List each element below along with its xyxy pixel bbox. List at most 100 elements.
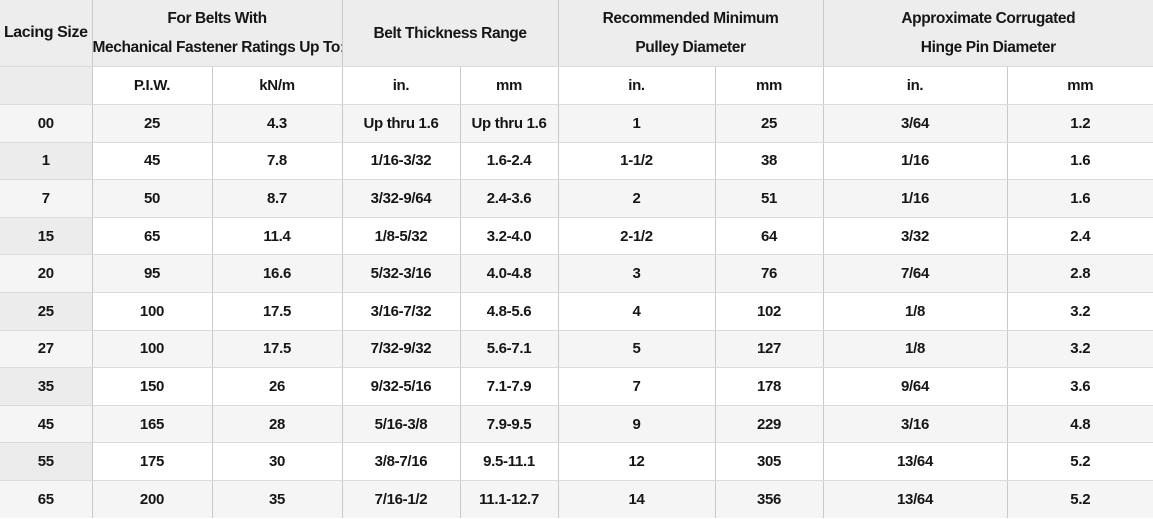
pulley-in-cell: 2-1/2 (558, 217, 716, 256)
lacing-size-cell: 15 (0, 217, 93, 256)
thickness-in-cell: 5/32-3/16 (342, 254, 461, 293)
hinge-mm-cell: 1.6 (1007, 179, 1153, 218)
group-header-line: Approximate Corrugated (901, 10, 1076, 27)
lacing-size-cell: 1 (0, 142, 93, 181)
lacing-size-cell: 45 (0, 405, 93, 444)
knm-cell: 17.5 (212, 292, 343, 331)
empty-subheader-cell (0, 66, 93, 105)
table-row: 25 100 17.5 3/16-7/32 4.8-5.6 4 102 1/8 … (0, 292, 1153, 331)
table-row: 27 100 17.5 7/32-9/32 5.6-7.1 5 127 1/8 … (0, 330, 1153, 369)
thickness-mm-cell: 4.0-4.8 (460, 254, 559, 293)
header-group-row: Lacing Size For Belts With Mechanical Fa… (0, 0, 1153, 67)
piw-cell: 150 (92, 367, 213, 406)
group-header-line: Recommended Minimum (602, 10, 779, 27)
table-body: 00 25 4.3 Up thru 1.6 Up thru 1.6 1 25 3… (0, 104, 1153, 519)
piw-cell: 200 (92, 480, 213, 519)
lacing-size-label: Lacing Size (3, 24, 88, 41)
header-units-row: P.I.W. kN/m in. mm in. mm in. mm (0, 66, 1153, 105)
pulley-in-cell: 1-1/2 (558, 142, 716, 181)
knm-cell: 26 (212, 367, 343, 406)
table-row: 15 65 11.4 1/8-5/32 3.2-4.0 2-1/2 64 3/3… (0, 217, 1153, 256)
thickness-mm-cell: 5.6-7.1 (460, 330, 559, 369)
thickness-in-cell: 1/16-3/32 (342, 142, 461, 181)
lacing-size-cell: 55 (0, 442, 93, 481)
thickness-in-cell: 7/16-1/2 (342, 480, 461, 519)
pulley-mm-cell: 178 (715, 367, 824, 406)
hinge-in-cell: 3/16 (823, 405, 1008, 444)
knm-cell: 8.7 (212, 179, 343, 218)
group-header-fastener-rating: For Belts With Mechanical Fastener Ratin… (92, 0, 343, 67)
unit-header-hinge-in: in. (823, 66, 1008, 105)
piw-cell: 175 (92, 442, 213, 481)
thickness-in-cell: 7/32-9/32 (342, 330, 461, 369)
thickness-in-cell: 3/8-7/16 (342, 442, 461, 481)
knm-cell: 11.4 (212, 217, 343, 256)
knm-cell: 17.5 (212, 330, 343, 369)
thickness-in-cell: 3/16-7/32 (342, 292, 461, 331)
hinge-in-cell: 13/64 (823, 480, 1008, 519)
hinge-in-cell: 9/64 (823, 367, 1008, 406)
table-row: 65 200 35 7/16-1/2 11.1-12.7 14 356 13/6… (0, 480, 1153, 519)
pulley-mm-cell: 356 (715, 480, 824, 519)
table-row: 20 95 16.6 5/32-3/16 4.0-4.8 3 76 7/64 2… (0, 254, 1153, 293)
pulley-in-cell: 5 (558, 330, 716, 369)
lacing-size-cell: 65 (0, 480, 93, 519)
lacing-size-cell: 00 (0, 104, 93, 143)
pulley-mm-cell: 38 (715, 142, 824, 181)
pulley-mm-cell: 76 (715, 254, 824, 293)
pulley-in-cell: 9 (558, 405, 716, 444)
thickness-mm-cell: Up thru 1.6 (460, 104, 559, 143)
pulley-in-cell: 3 (558, 254, 716, 293)
piw-cell: 100 (92, 292, 213, 331)
table-row: 00 25 4.3 Up thru 1.6 Up thru 1.6 1 25 3… (0, 104, 1153, 143)
thickness-mm-cell: 7.1-7.9 (460, 367, 559, 406)
table-row: 55 175 30 3/8-7/16 9.5-11.1 12 305 13/64… (0, 442, 1153, 481)
piw-cell: 65 (92, 217, 213, 256)
hinge-in-cell: 3/32 (823, 217, 1008, 256)
unit-header-pulley-in: in. (558, 66, 716, 105)
piw-cell: 100 (92, 330, 213, 369)
knm-cell: 28 (212, 405, 343, 444)
thickness-mm-cell: 7.9-9.5 (460, 405, 559, 444)
pulley-in-cell: 7 (558, 367, 716, 406)
thickness-in-cell: 9/32-5/16 (342, 367, 461, 406)
hinge-in-cell: 13/64 (823, 442, 1008, 481)
hinge-mm-cell: 3.2 (1007, 292, 1153, 331)
thickness-in-cell: 1/8-5/32 (342, 217, 461, 256)
piw-cell: 50 (92, 179, 213, 218)
hinge-mm-cell: 2.4 (1007, 217, 1153, 256)
hinge-mm-cell: 4.8 (1007, 405, 1153, 444)
lacing-size-cell: 35 (0, 367, 93, 406)
hinge-mm-cell: 1.6 (1007, 142, 1153, 181)
hinge-in-cell: 7/64 (823, 254, 1008, 293)
hinge-mm-cell: 2.8 (1007, 254, 1153, 293)
thickness-mm-cell: 3.2-4.0 (460, 217, 559, 256)
unit-header-thickness-mm: mm (460, 66, 559, 105)
thickness-mm-cell: 9.5-11.1 (460, 442, 559, 481)
group-header-belt-thickness: Belt Thickness Range (342, 0, 559, 67)
lacing-size-cell: 7 (0, 179, 93, 218)
piw-cell: 165 (92, 405, 213, 444)
knm-cell: 4.3 (212, 104, 343, 143)
thickness-mm-cell: 4.8-5.6 (460, 292, 559, 331)
unit-header-piw: P.I.W. (92, 66, 213, 105)
hinge-mm-cell: 3.2 (1007, 330, 1153, 369)
knm-cell: 7.8 (212, 142, 343, 181)
knm-cell: 30 (212, 442, 343, 481)
lacing-size-cell: 20 (0, 254, 93, 293)
group-header-line: Belt Thickness Range (373, 24, 527, 42)
pulley-in-cell: 1 (558, 104, 716, 143)
pulley-mm-cell: 64 (715, 217, 824, 256)
hinge-mm-cell: 5.2 (1007, 442, 1153, 481)
pulley-mm-cell: 102 (715, 292, 824, 331)
thickness-mm-cell: 11.1-12.7 (460, 480, 559, 519)
thickness-in-cell: Up thru 1.6 (342, 104, 461, 143)
pulley-in-cell: 14 (558, 480, 716, 519)
knm-cell: 35 (212, 480, 343, 519)
thickness-mm-cell: 1.6-2.4 (460, 142, 559, 181)
pulley-mm-cell: 127 (715, 330, 824, 369)
pulley-mm-cell: 25 (715, 104, 824, 143)
group-header-pulley-diameter: Recommended Minimum Pulley Diameter (558, 0, 824, 67)
group-header-line: Hinge Pin Diameter (920, 39, 1056, 56)
